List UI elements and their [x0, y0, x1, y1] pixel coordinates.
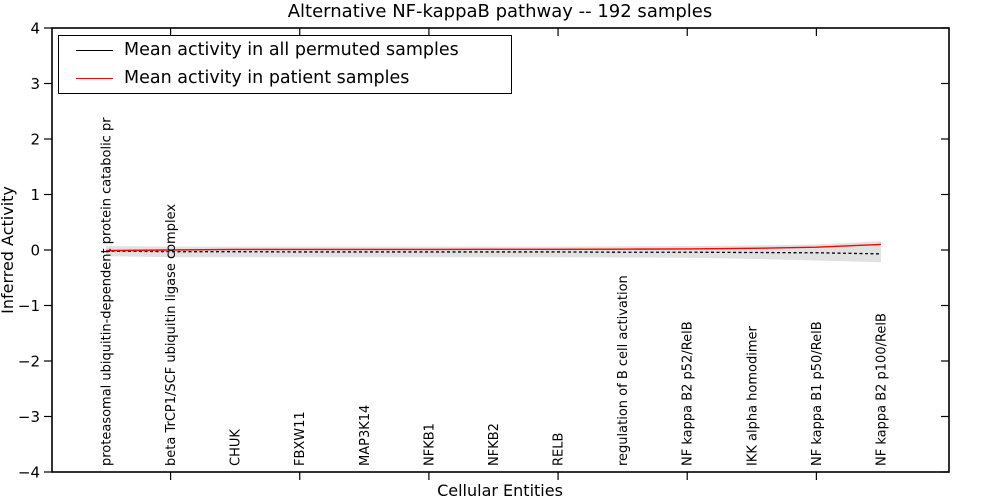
ticks-layer: 4 3 2 1 0 −1 −2 −3 −4 — [18, 20, 949, 482]
x-tick-label: beta TrCP1/SCF ubiquitin ligase complex — [164, 204, 179, 466]
x-tick-label: CHUK — [229, 429, 244, 466]
legend-line-sample-black — [76, 50, 113, 52]
legend: Mean activity in all permuted samples Me… — [58, 35, 512, 94]
x-tick-label: IKK alpha homodimer — [745, 325, 760, 466]
chart-title: Alternative NF-kappaB pathway -- 192 sam… — [288, 1, 713, 22]
x-tick-label: proteasomal ubiquitin-dependent protein … — [100, 117, 115, 466]
series-line-permuted — [105, 250, 881, 255]
legend-line-sample-red — [76, 77, 113, 79]
y-tick-label: 1 — [30, 186, 40, 204]
legend-item-permuted: Mean activity in all permuted samples — [59, 38, 511, 64]
legend-label-permuted: Mean activity in all permuted samples — [124, 39, 459, 60]
x-tick-label: FBXW11 — [293, 411, 308, 466]
y-tick-label: 0 — [30, 242, 40, 260]
y-tick-label: 4 — [30, 20, 40, 38]
legend-item-patient: Mean activity in patient samples — [59, 65, 511, 91]
y-tick-label: −2 — [18, 353, 40, 371]
legend-label-patient: Mean activity in patient samples — [124, 67, 410, 88]
x-category-labels-layer: proteasomal ubiquitin-dependent protein … — [100, 117, 890, 466]
x-tick-label: NF kappa B2 p52/RelB — [681, 321, 696, 466]
x-tick-label: RELB — [552, 433, 567, 466]
x-tick-label: MAP3K14 — [358, 405, 373, 466]
y-axis-label: Inferred Activity — [0, 186, 17, 314]
x-tick-label: regulation of B cell activation — [616, 275, 631, 466]
x-axis-label: Cellular Entities — [437, 481, 563, 500]
series-layer — [105, 243, 881, 255]
series-line-patient — [105, 243, 881, 252]
x-tick-label: NFKB2 — [487, 423, 502, 466]
y-tick-label: −3 — [18, 408, 40, 426]
y-tick-label: 3 — [30, 75, 40, 93]
x-tick-label: NF kappa B1 p50/RelB — [810, 321, 825, 466]
y-tick-label: −1 — [18, 297, 40, 315]
x-tick-label: NF kappa B2 p100/RelB — [874, 313, 889, 466]
x-tick-label: NFKB1 — [422, 423, 437, 466]
y-tick-label: −4 — [18, 464, 40, 482]
y-tick-label: 2 — [30, 131, 40, 149]
